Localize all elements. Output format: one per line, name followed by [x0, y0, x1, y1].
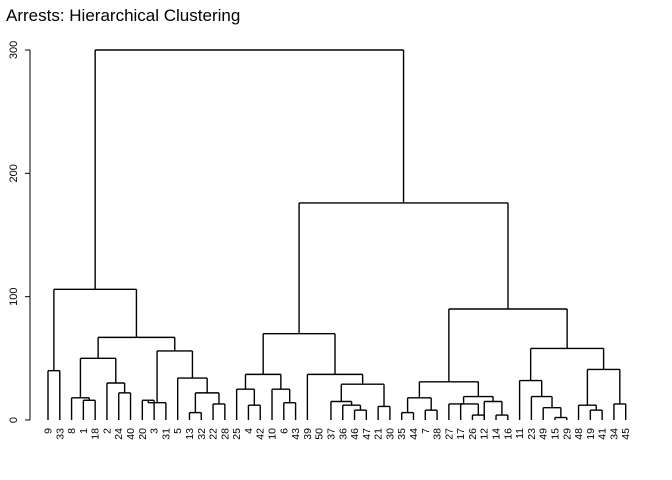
leaf-label: 15 [549, 428, 561, 440]
leaf-label: 50 [314, 428, 326, 440]
leaf-label: 33 [54, 428, 66, 440]
leaf-label: 26 [467, 428, 479, 440]
leaf-label: 3 [149, 428, 161, 434]
leaf-label: 40 [125, 428, 137, 440]
leaf-label: 8 [66, 428, 78, 434]
leaf-label: 13 [184, 428, 196, 440]
leaf-label: 25 [231, 428, 243, 440]
leaf-label: 38 [432, 428, 444, 440]
leaf-label: 2 [101, 428, 113, 434]
leaf-label: 11 [514, 428, 526, 439]
y-tick-label: 200 [8, 164, 20, 182]
leaf-label: 44 [408, 428, 420, 440]
leaf-label: 23 [526, 428, 538, 440]
leaf-label: 45 [620, 428, 632, 440]
leaf-label: 31 [160, 428, 172, 440]
leaf-label: 46 [349, 428, 361, 440]
leaf-label: 37 [325, 428, 337, 440]
leaf-label: 20 [137, 428, 149, 440]
leaf-label: 41 [597, 428, 609, 440]
leaf-label: 42 [255, 428, 267, 440]
leaf-label: 24 [113, 428, 125, 440]
leaf-label: 1 [78, 428, 90, 434]
leaf-label: 35 [396, 428, 408, 440]
chart-title: Arrests: Hierarchical Clustering [6, 6, 240, 25]
leaf-label: 36 [337, 428, 349, 440]
leaf-label: 19 [585, 428, 597, 440]
leaf-label: 32 [196, 428, 208, 440]
leaf-label: 10 [267, 428, 279, 440]
leaf-label: 34 [608, 428, 620, 440]
leaf-label: 48 [573, 428, 585, 440]
y-tick-label: 0 [8, 417, 20, 423]
y-tick-label: 300 [8, 41, 20, 59]
leaf-label: 22 [208, 428, 220, 440]
y-axis: 0 100 200 300 [8, 41, 31, 423]
leaf-label: 14 [491, 428, 503, 440]
leaf-label: 18 [90, 428, 102, 440]
dendrogram-branches [47, 49, 627, 420]
leaf-label: 5 [172, 428, 184, 434]
leaf-label: 29 [561, 428, 573, 440]
leaf-label: 4 [243, 428, 255, 434]
leaf-label: 49 [538, 428, 550, 440]
y-tick-label: 100 [8, 287, 20, 305]
leaf-label: 7 [420, 428, 432, 434]
leaf-label: 43 [290, 428, 302, 440]
leaf-label: 12 [479, 428, 491, 440]
leaf-label: 27 [443, 428, 455, 440]
leaf-label: 21 [373, 428, 385, 440]
leaf-label: 17 [455, 428, 467, 440]
leaf-label: 39 [302, 428, 314, 440]
leaf-label: 30 [384, 428, 396, 440]
leaf-label: 47 [361, 428, 373, 440]
leaf-label: 16 [502, 428, 514, 440]
leaf-label: 9 [43, 428, 55, 434]
leaf-label: 28 [219, 428, 231, 440]
leaf-labels: 9 33 8 1 18 2 24 40 20 3 31 5 13 32 22 28 25 4 42 10 6 43 39 50… [43, 428, 633, 440]
leaf-label: 6 [278, 428, 290, 434]
